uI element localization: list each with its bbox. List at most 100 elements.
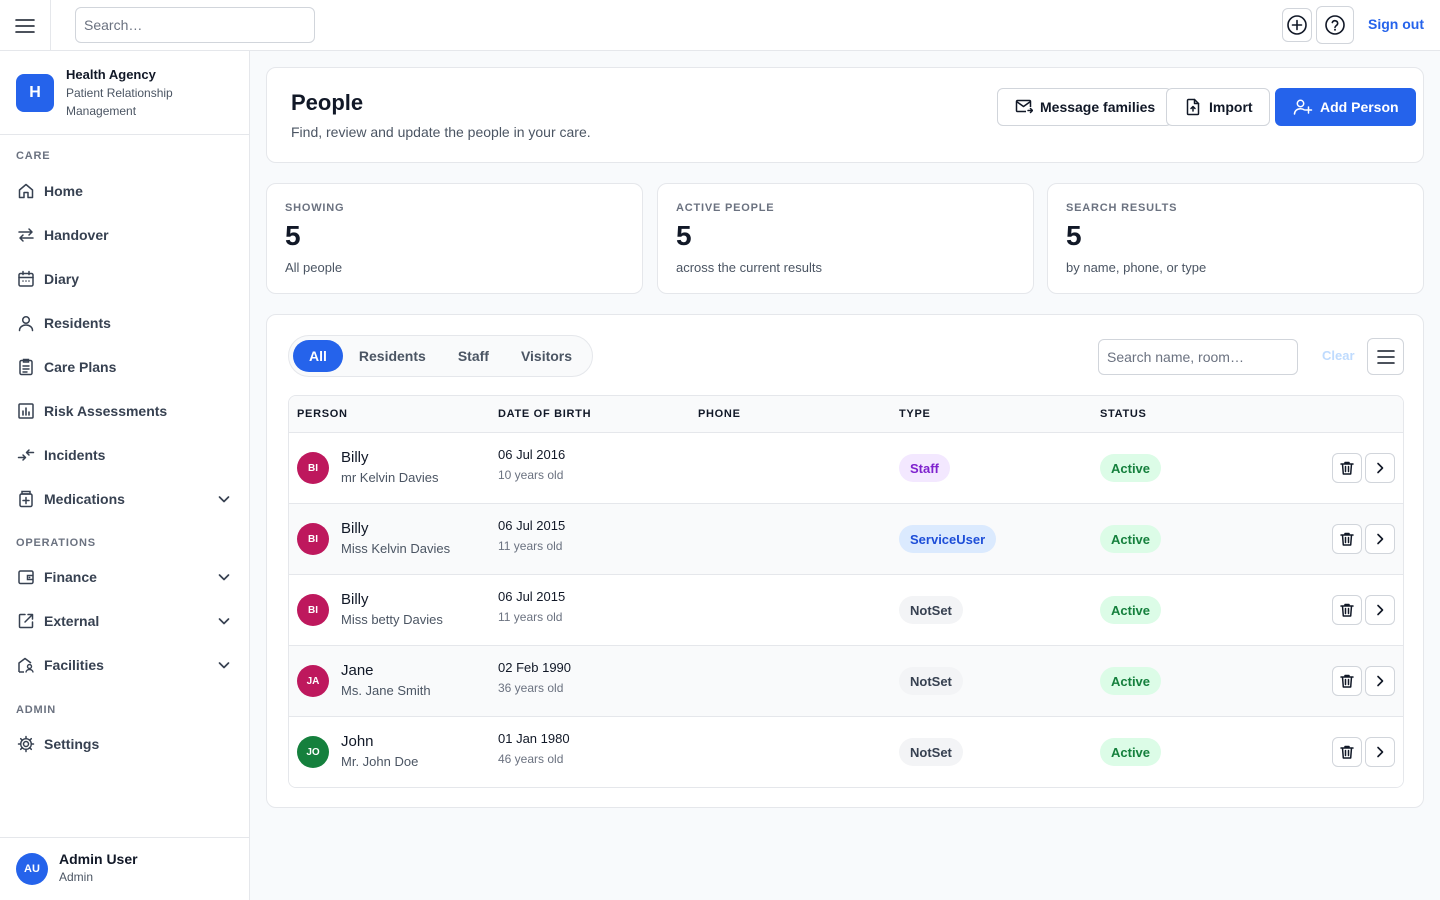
sidebar-item-label: Medications <box>44 491 125 507</box>
people-search-input[interactable] <box>1098 339 1298 375</box>
stat-label: SEARCH RESULTS <box>1066 202 1178 214</box>
sidebar-item-label: Facilities <box>44 657 104 673</box>
column-header-phone[interactable]: PHONE <box>698 408 741 420</box>
wallet-icon <box>18 570 34 585</box>
clipboard-icon <box>19 358 33 376</box>
help-button[interactable] <box>1316 6 1354 44</box>
table-row[interactable]: BI Billy Miss betty Davies 06 Jul 2015 1… <box>289 575 1403 646</box>
sidebar-item-finance[interactable]: Finance <box>0 559 249 595</box>
stat-description: All people <box>285 260 343 275</box>
sidebar-item-label: Settings <box>44 736 100 752</box>
brand-logo: H <box>16 74 54 112</box>
tab-visitors[interactable]: Visitors <box>520 348 573 364</box>
sidebar-item-label: Diary <box>44 271 80 287</box>
help-circle-icon <box>1325 15 1345 35</box>
sidebar: H Health Agency Patient Relationship Man… <box>0 51 250 900</box>
plus-circle-icon <box>1287 15 1307 35</box>
sidebar-item-label: Handover <box>44 227 109 243</box>
sidebar-item-external[interactable]: External <box>0 603 249 639</box>
type-badge: NotSet <box>899 596 963 624</box>
delete-button[interactable] <box>1332 524 1362 554</box>
sidebar-item-residents[interactable]: Residents <box>0 305 249 341</box>
column-header-dob[interactable]: DATE OF BIRTH <box>498 408 592 420</box>
people-table-card: All Residents Staff Visitors Clear PERSO… <box>266 314 1424 808</box>
table-row[interactable]: JO John Mr. John Doe 01 Jan 1980 46 year… <box>289 717 1403 787</box>
sidebar-item-medications[interactable]: Medications <box>0 481 249 517</box>
open-person-button[interactable] <box>1365 737 1395 767</box>
table-row[interactable]: BI Billy Miss Kelvin Davies 06 Jul 2015 … <box>289 504 1403 575</box>
person-name: Billy <box>341 449 369 466</box>
sidebar-item-risk-assessments[interactable]: Risk Assessments <box>0 393 249 429</box>
import-label: Import <box>1209 99 1253 115</box>
delete-button[interactable] <box>1332 666 1362 696</box>
sidebar-item-incidents[interactable]: Incidents <box>0 437 249 473</box>
chevron-right-icon <box>1377 533 1384 545</box>
sidebar-item-handover[interactable]: Handover <box>0 217 249 253</box>
table-header: PERSON DATE OF BIRTH PHONE TYPE STATUS <box>289 396 1403 433</box>
chevron-right-icon <box>1377 462 1384 474</box>
sidebar-item-label: Residents <box>44 315 111 331</box>
status-badge: Active <box>1100 667 1162 695</box>
table-row[interactable]: JA Jane Ms. Jane Smith 02 Feb 1990 36 ye… <box>289 646 1403 717</box>
table-row[interactable]: BI Billy mr Kelvin Davies 06 Jul 2016 10… <box>289 433 1403 504</box>
sign-out-link[interactable]: Sign out <box>1368 16 1424 32</box>
add-person-button[interactable]: Add Person <box>1275 88 1416 126</box>
hamburger-menu-button[interactable] <box>0 0 51 51</box>
user-icon <box>18 315 34 332</box>
stat-value: 5 <box>676 220 692 251</box>
tab-staff[interactable]: Staff <box>457 348 489 364</box>
sidebar-item-label: Home <box>44 183 83 199</box>
column-header-type[interactable]: TYPE <box>899 408 931 420</box>
trash-icon <box>1340 532 1354 546</box>
user-name: Admin User <box>59 851 138 867</box>
person-full-name: Ms. Jane Smith <box>341 683 431 698</box>
open-person-button[interactable] <box>1365 453 1395 483</box>
chevron-right-icon <box>1377 675 1384 687</box>
sidebar-item-facilities[interactable]: Facilities <box>0 647 249 683</box>
sidebar-item-home[interactable]: Home <box>0 173 249 209</box>
column-menu-button[interactable] <box>1367 338 1404 375</box>
person-name: Billy <box>341 520 369 537</box>
person-full-name: Miss betty Davies <box>341 612 443 627</box>
delete-button[interactable] <box>1332 595 1362 625</box>
hamburger-icon <box>15 18 35 33</box>
import-button[interactable]: Import <box>1166 88 1270 126</box>
user-plus-icon <box>1293 99 1313 115</box>
page-header-card: People Find, review and update the peopl… <box>266 67 1424 163</box>
age: 46 years old <box>498 752 564 766</box>
list-icon <box>1376 349 1395 364</box>
date-of-birth: 06 Jul 2015 <box>498 589 566 604</box>
clear-button[interactable]: Clear <box>1322 348 1355 363</box>
stat-card-active-people: ACTIVE PEOPLE 5 across the current resul… <box>657 183 1034 294</box>
external-link-icon <box>18 613 34 629</box>
column-header-status[interactable]: STATUS <box>1100 408 1147 420</box>
sidebar-item-settings[interactable]: Settings <box>0 726 249 762</box>
sidebar-item-diary[interactable]: Diary <box>0 261 249 297</box>
sidebar-user-profile[interactable]: AU Admin User Admin <box>0 837 249 900</box>
type-badge: ServiceUser <box>899 525 997 553</box>
sidebar-item-care-plans[interactable]: Care Plans <box>0 349 249 385</box>
open-person-button[interactable] <box>1365 524 1395 554</box>
chevron-down-icon <box>218 574 230 581</box>
open-person-button[interactable] <box>1365 666 1395 696</box>
add-button[interactable] <box>1282 8 1312 42</box>
column-header-person[interactable]: PERSON <box>297 408 348 420</box>
avatar: BI <box>297 523 329 555</box>
sidebar-item-label: External <box>44 613 100 629</box>
tab-residents[interactable]: Residents <box>358 348 426 364</box>
tab-all[interactable]: All <box>293 340 343 372</box>
type-badge: NotSet <box>899 738 963 766</box>
delete-button[interactable] <box>1332 453 1362 483</box>
age: 11 years old <box>498 610 563 624</box>
avatar: JO <box>297 736 329 768</box>
stat-value: 5 <box>1066 220 1082 251</box>
message-families-button[interactable]: Message families <box>997 88 1173 126</box>
delete-button[interactable] <box>1332 737 1362 767</box>
date-of-birth: 01 Jan 1980 <box>498 731 570 746</box>
sidebar-item-label: Incidents <box>44 447 106 463</box>
chevron-down-icon <box>218 496 230 503</box>
stat-card-showing: SHOWING 5 All people <box>266 183 643 294</box>
arrows-inward-icon <box>17 449 35 461</box>
global-search-input[interactable] <box>75 7 315 43</box>
open-person-button[interactable] <box>1365 595 1395 625</box>
